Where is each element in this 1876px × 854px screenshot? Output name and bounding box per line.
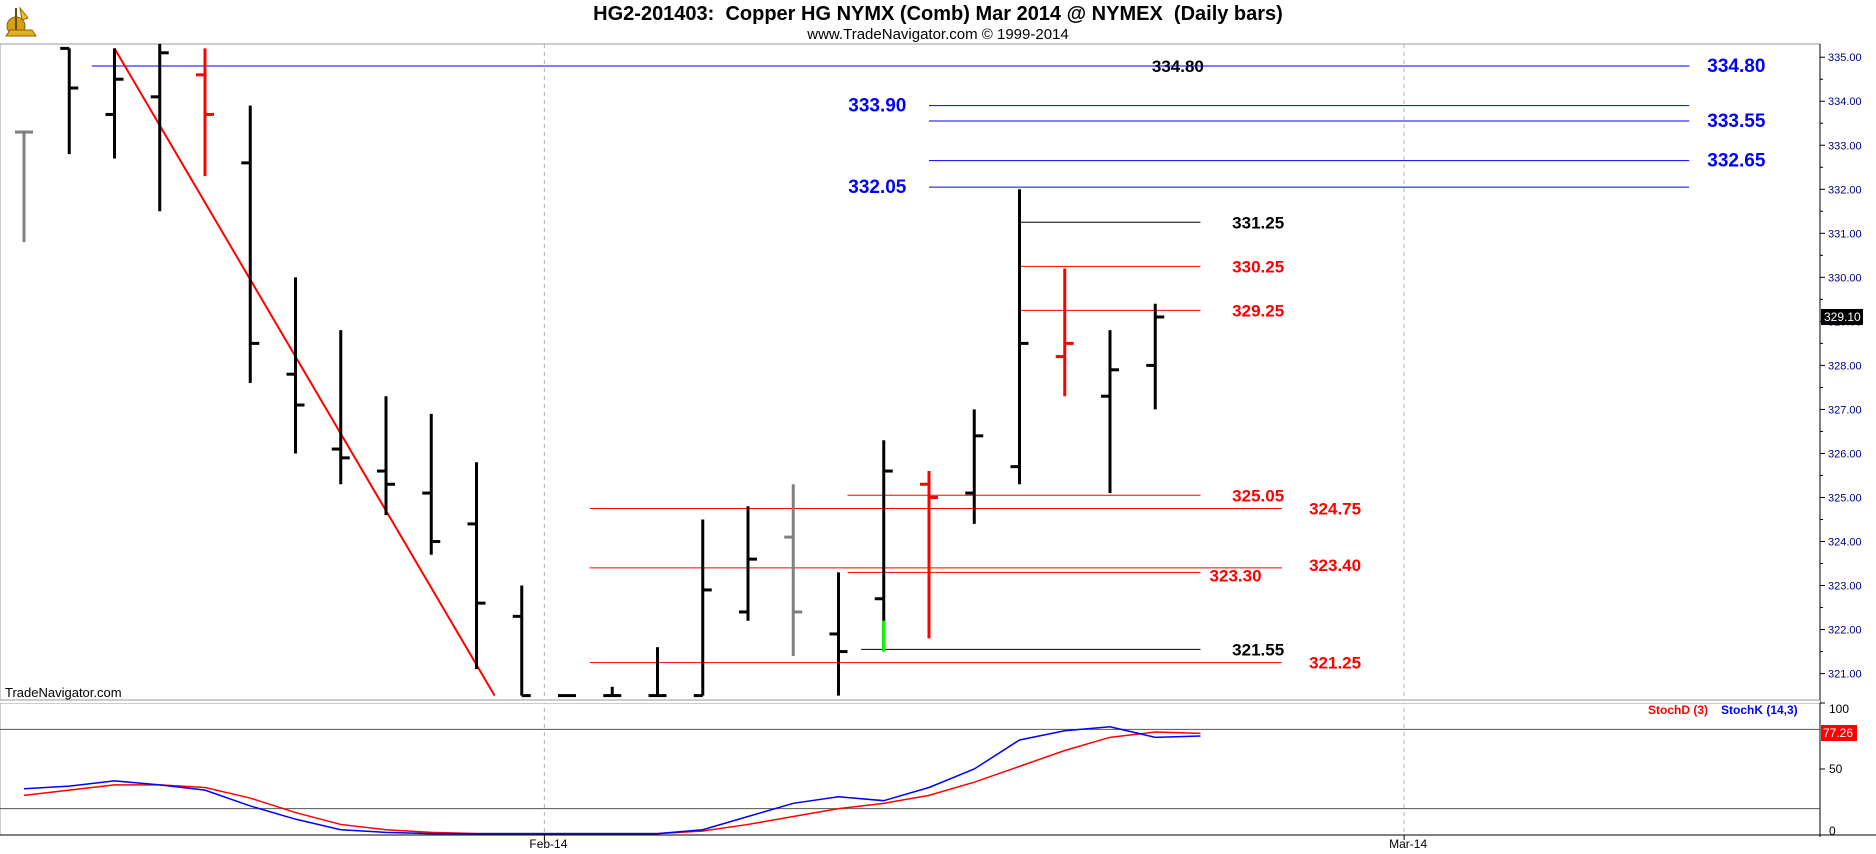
ohlc-bar bbox=[1010, 189, 1029, 485]
ohlc-bar bbox=[603, 686, 622, 698]
ohlc-bar bbox=[829, 572, 848, 696]
ohlc-bar bbox=[920, 471, 938, 639]
stoch-last-label: 77.26 bbox=[1823, 726, 1853, 740]
ohlc-bar bbox=[874, 440, 893, 652]
level-label-329.25: 329.25 bbox=[1232, 301, 1284, 320]
level-label-332.65: 332.65 bbox=[1707, 151, 1766, 172]
price-tick-label: 325.00 bbox=[1828, 492, 1862, 504]
price-plot-frame bbox=[0, 43, 1821, 701]
stoch-tick-label: 100 bbox=[1829, 702, 1849, 716]
ohlc-bar bbox=[286, 277, 305, 454]
ohlc-bar bbox=[512, 585, 531, 698]
level-label-331.25: 331.25 bbox=[1232, 213, 1284, 232]
level-label-321.55: 321.55 bbox=[1232, 640, 1284, 659]
level-label-321.25: 321.25 bbox=[1309, 654, 1361, 673]
date-tick-label: Mar-14 bbox=[1389, 837, 1427, 851]
price-tick-label: 327.00 bbox=[1828, 404, 1862, 416]
stoch-tick-label: 0 bbox=[1829, 824, 1836, 838]
price-tick-label: 333.00 bbox=[1828, 140, 1862, 152]
stoch-last-tag bbox=[1821, 725, 1857, 742]
panel-gap bbox=[0, 700, 1820, 703]
price-tick-label: 328.00 bbox=[1828, 360, 1862, 372]
ohlc-bar bbox=[422, 413, 441, 555]
chart-subtitle: www.TradeNavigator.com © 1999-2014 bbox=[807, 26, 1069, 43]
level-label-334.80: 334.80 bbox=[1707, 56, 1765, 77]
price-tick-label: 326.00 bbox=[1828, 448, 1862, 460]
watermark-text: TradeNavigator.com bbox=[5, 685, 122, 700]
ohlc-bar bbox=[739, 506, 757, 621]
ohlc-bar bbox=[1055, 268, 1074, 397]
level-label-333.90: 333.90 bbox=[848, 96, 906, 117]
ohlc-bar bbox=[241, 105, 260, 384]
last-price-tag bbox=[1821, 308, 1863, 325]
level-label-333.55: 333.55 bbox=[1707, 111, 1766, 132]
stoch-legend-red: StochD (3) bbox=[1648, 703, 1708, 717]
stoch-plot-frame bbox=[0, 702, 1821, 836]
ohlc-bar bbox=[1146, 303, 1165, 410]
price-tick-label: 324.00 bbox=[1828, 537, 1862, 549]
level-label-330.25: 330.25 bbox=[1232, 257, 1284, 276]
stochd-line bbox=[23, 731, 1201, 835]
level-label-325.05: 325.05 bbox=[1232, 486, 1284, 505]
price-tick-label: 330.00 bbox=[1828, 272, 1862, 284]
stoch-tick-label: 50 bbox=[1829, 762, 1843, 776]
ohlc-bar bbox=[965, 409, 984, 524]
downtrend-line bbox=[113, 47, 496, 697]
price-tick-label: 335.00 bbox=[1828, 52, 1862, 64]
ohlc-bar bbox=[693, 519, 712, 698]
ohlc-bar bbox=[1101, 330, 1119, 494]
level-label-332.05: 332.05 bbox=[848, 177, 907, 198]
price-tick-label: 331.00 bbox=[1828, 228, 1862, 240]
stochk-line bbox=[23, 726, 1201, 835]
ohlc-bar bbox=[105, 48, 124, 159]
price-tick-label: 321.00 bbox=[1828, 669, 1862, 681]
stoch-legend-blue: StochK (14,3) bbox=[1721, 703, 1798, 717]
ohlc-bar bbox=[15, 130, 33, 243]
price-tick-label: 334.00 bbox=[1828, 96, 1862, 108]
ohlc-bar bbox=[331, 330, 350, 485]
date-tick-label: Feb-14 bbox=[529, 837, 567, 851]
ohlc-bar bbox=[784, 484, 803, 656]
ohlc-bar bbox=[196, 48, 214, 177]
price-axis-background bbox=[1820, 44, 1876, 837]
ohlc-bar bbox=[648, 647, 667, 698]
ohlc-bar bbox=[60, 46, 79, 155]
price-tick-label: 332.00 bbox=[1828, 184, 1862, 196]
ohlc-bar bbox=[377, 396, 395, 516]
level-label-323.40: 323.40 bbox=[1309, 556, 1361, 575]
price-tick-label: 322.00 bbox=[1828, 625, 1862, 637]
ohlc-bar bbox=[150, 44, 169, 212]
chart-header: HG2-201403: Copper HG NYMX (Comb) Mar 20… bbox=[0, 0, 1876, 44]
level-label-323.30: 323.30 bbox=[1210, 566, 1262, 585]
price-tick-label: 323.00 bbox=[1828, 581, 1862, 593]
last-price-label: 329.10 bbox=[1824, 310, 1861, 324]
trade-navigator-logo-icon bbox=[5, 6, 37, 37]
level-label-324.75: 324.75 bbox=[1309, 499, 1361, 518]
chart-title: HG2-201403: Copper HG NYMX (Comb) Mar 20… bbox=[593, 3, 1283, 25]
ohlc-bar bbox=[467, 462, 486, 670]
